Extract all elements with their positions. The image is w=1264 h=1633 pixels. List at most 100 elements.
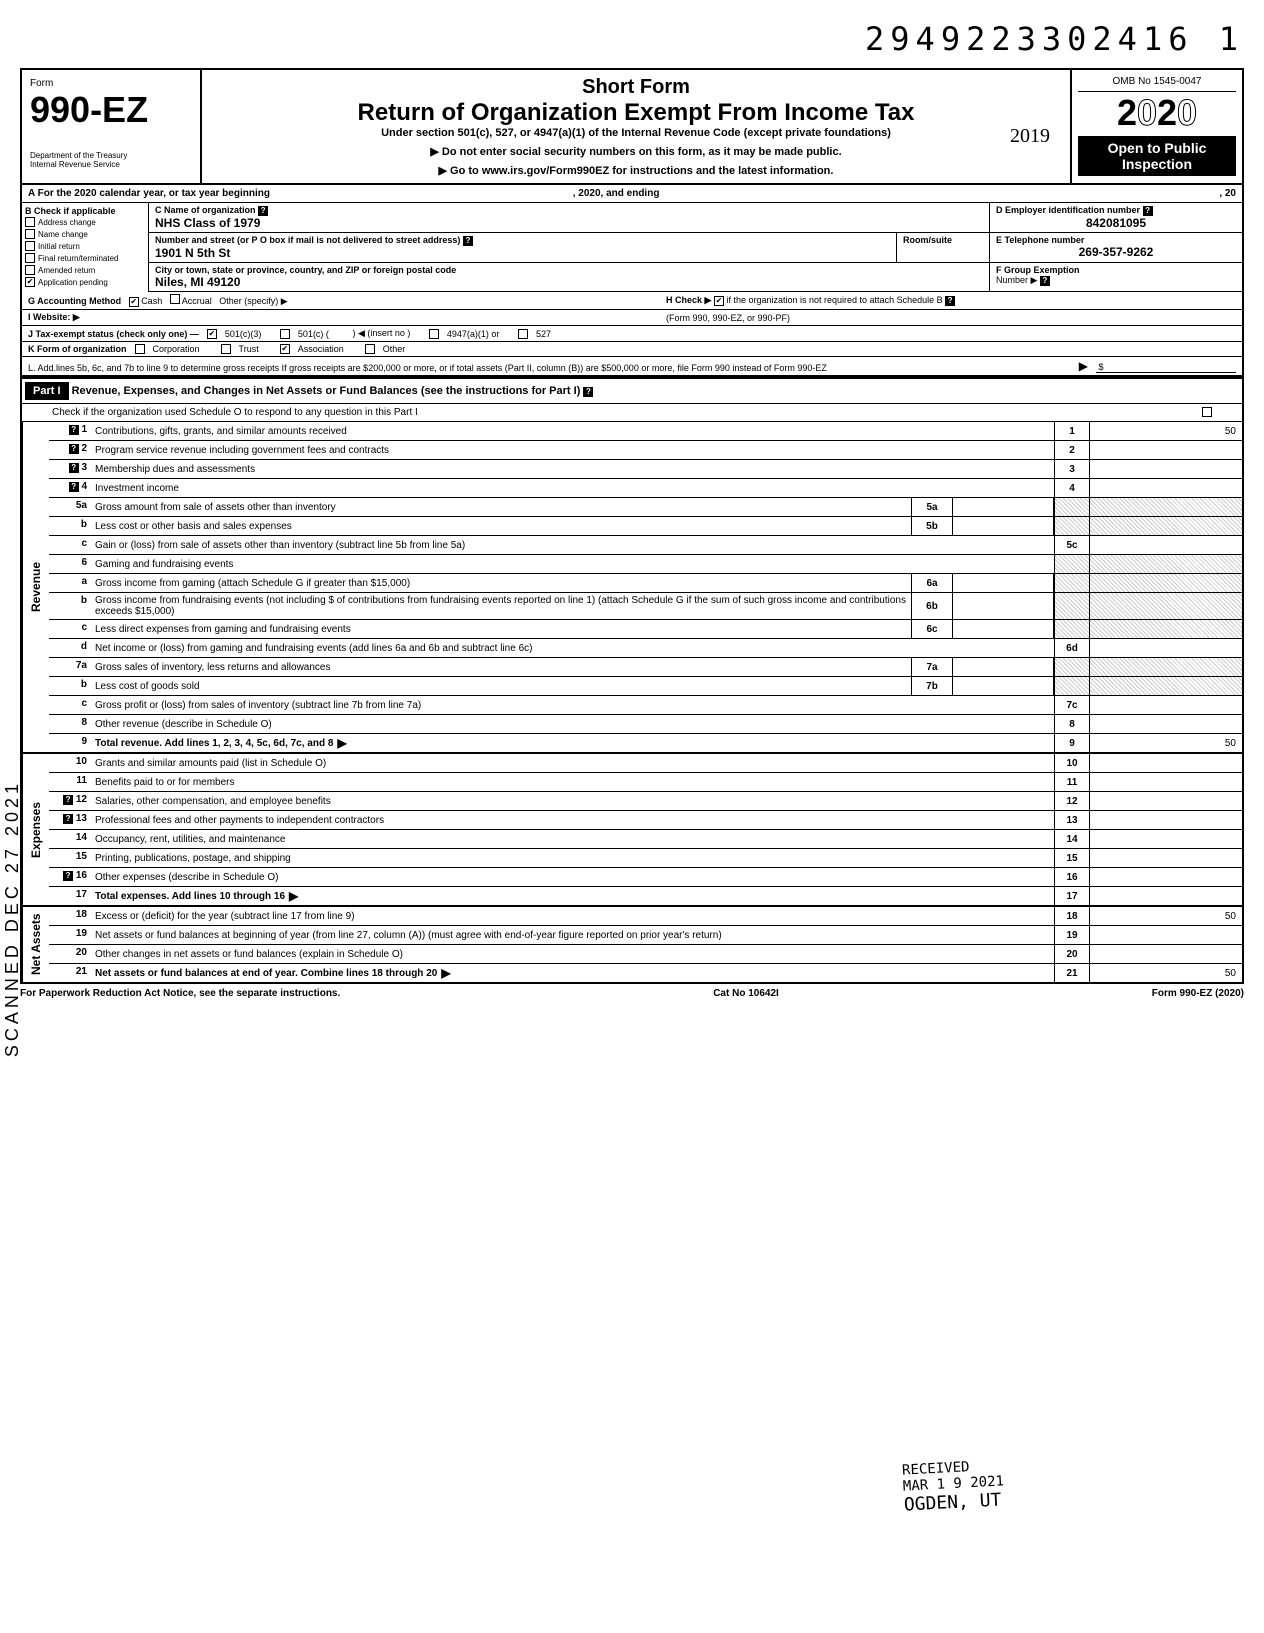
check-schedule-o[interactable] [1202,407,1212,417]
help-icon[interactable]: ? [63,795,73,805]
line-amount-value[interactable] [1090,593,1242,619]
line-amount-value[interactable] [1090,696,1242,714]
check-association[interactable]: ✔ [280,344,290,354]
line-amount-value[interactable] [1090,811,1242,829]
check-schedule-b[interactable]: ✔ [714,296,724,306]
line-amount-value[interactable] [1090,830,1242,848]
line-number: b [49,593,91,619]
line-box-number: 4 [1054,479,1090,497]
line-amount-value[interactable] [1090,773,1242,791]
help-icon[interactable]: ? [583,387,593,397]
check-application-pending[interactable]: ✔Application pending [25,276,145,288]
check-cash[interactable]: ✔ [129,297,139,307]
check-address-change[interactable]: Address change [25,216,145,228]
sub-line-value[interactable] [953,658,1054,676]
help-icon[interactable]: ? [69,482,79,492]
line-row: cGain or (loss) from sale of assets othe… [49,536,1242,555]
help-icon[interactable]: ? [1143,206,1153,216]
line-amount-value[interactable]: 50 [1090,964,1242,982]
section-f-label2: Number ▶ [996,275,1037,285]
help-icon[interactable]: ? [69,463,79,473]
line-amount-value[interactable] [1090,887,1242,905]
sub-line-value[interactable] [953,593,1054,619]
line-amount-value[interactable]: 50 [1090,907,1242,925]
line-amount-value[interactable] [1090,555,1242,573]
line-amount-value[interactable] [1090,574,1242,592]
phone-value: 269-357-9262 [996,245,1236,259]
check-initial-return[interactable]: Initial return [25,240,145,252]
revenue-table: Revenue ? 1Contributions, gifts, grants,… [20,422,1244,754]
check-527[interactable] [518,329,528,339]
line-amount-value[interactable] [1090,849,1242,867]
check-501c3[interactable]: ✔ [207,329,217,339]
help-icon[interactable]: ? [63,871,73,881]
line-number: c [49,536,91,554]
line-row: 11Benefits paid to or for members11 [49,773,1242,792]
opt-4947: 4947(a)(1) or [447,329,500,339]
check-other-org[interactable] [365,344,375,354]
line-amount-value[interactable] [1090,479,1242,497]
line-number: 20 [49,945,91,963]
line-description: Benefits paid to or for members [91,773,1054,791]
line-amount-value[interactable] [1090,658,1242,676]
line-amount-value[interactable] [1090,639,1242,657]
line-amount-value[interactable] [1090,926,1242,944]
arrow-icon: ▶ [441,966,450,980]
sub-line-box: 6c [911,620,953,638]
line-description: Less cost or other basis and sales expen… [91,517,911,535]
help-icon[interactable]: ? [1040,276,1050,286]
section-l-text: L. Add.lines 5b, 6c, and 7b to line 9 to… [28,363,1071,373]
line-amount-value[interactable] [1090,715,1242,733]
page-footer: For Paperwork Reduction Act Notice, see … [20,984,1244,1003]
line-amount-value[interactable] [1090,868,1242,886]
line-box-number: 7c [1054,696,1090,714]
cash-label: Cash [141,296,162,306]
help-icon[interactable]: ? [258,206,268,216]
section-i-label: I Website: ▶ [28,312,80,322]
sub-line-value[interactable] [953,574,1054,592]
line-amount-value[interactable] [1090,945,1242,963]
line-amount-value[interactable] [1090,460,1242,478]
line-amount-value[interactable] [1090,677,1242,695]
help-icon[interactable]: ? [69,425,79,435]
sub-line-value[interactable] [953,620,1054,638]
line-amount-value[interactable] [1090,754,1242,772]
line-amount-value[interactable]: 50 [1090,734,1242,752]
scanned-sidebar-stamp: SCANNED DEC 27 2021 [2,780,23,1057]
lower-header-block: G Accounting Method ✔ Cash Accrual Other… [20,292,1244,377]
check-501c[interactable] [280,329,290,339]
line-amount-value[interactable] [1090,536,1242,554]
sub-line-value[interactable] [953,498,1054,516]
check-accrual[interactable] [170,294,180,304]
check-4947[interactable] [429,329,439,339]
help-icon[interactable]: ? [69,444,79,454]
check-final-return[interactable]: Final return/terminated [25,252,145,264]
line-description: Investment income [91,479,1054,497]
line-row: 21Net assets or fund balances at end of … [49,964,1242,982]
line-amount-value[interactable] [1090,620,1242,638]
line-number: 7a [49,658,91,676]
line-amount-value[interactable] [1090,441,1242,459]
line-number: ? 3 [49,460,91,478]
check-amended-return[interactable]: Amended return [25,264,145,276]
section-a-label: A For the 2020 calendar year, or tax yea… [28,188,270,199]
section-b-column: B Check if applicable Address change Nam… [22,203,149,292]
help-icon[interactable]: ? [63,814,73,824]
line-number: ? 13 [49,811,91,829]
line-amount-value[interactable]: 50 [1090,422,1242,440]
section-l-amount[interactable]: $ [1096,362,1236,373]
line-description: Net assets or fund balances at beginning… [91,926,1054,944]
check-corporation[interactable] [135,344,145,354]
line-amount-value[interactable] [1090,792,1242,810]
line-amount-value[interactable] [1090,517,1242,535]
line-amount-value[interactable] [1090,498,1242,516]
line-row: ? 13Professional fees and other payments… [49,811,1242,830]
check-name-change[interactable]: Name change [25,228,145,240]
line-row: 17Total expenses. Add lines 10 through 1… [49,887,1242,905]
help-icon[interactable]: ? [945,296,955,306]
sub-line-value[interactable] [953,677,1054,695]
help-icon[interactable]: ? [463,236,473,246]
section-k-label: K Form of organization [28,344,127,354]
sub-line-value[interactable] [953,517,1054,535]
check-trust[interactable] [221,344,231,354]
